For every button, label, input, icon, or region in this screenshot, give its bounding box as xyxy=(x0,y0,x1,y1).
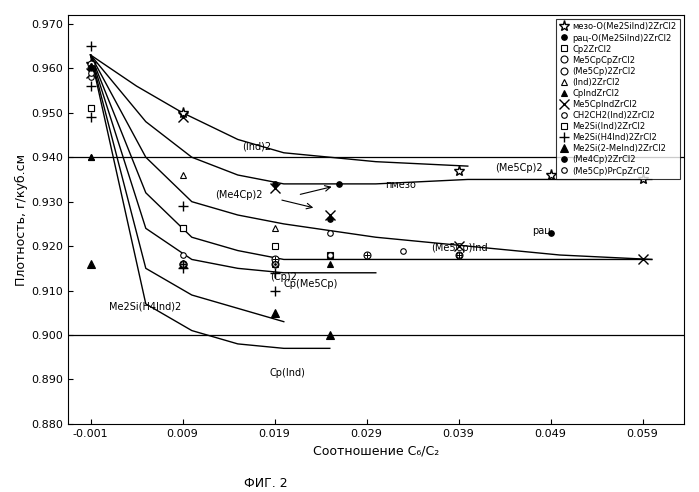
Legend: мезо-O(Me2SiInd)2ZrCl2, рац-O(Me2SiInd)2ZrCl2, Cp2ZrCl2, Me5CpCpZrCl2, (Me5Cp)2Z: мезо-O(Me2SiInd)2ZrCl2, рац-O(Me2SiInd)2… xyxy=(556,19,680,179)
Text: (Me4Cp)2: (Me4Cp)2 xyxy=(215,190,262,200)
Text: (Ind)2: (Ind)2 xyxy=(243,141,271,151)
Text: пмезо: пмезо xyxy=(385,180,416,190)
Text: (Me5Cp)2: (Me5Cp)2 xyxy=(496,163,543,173)
Text: Me2Si(H4Ind)2: Me2Si(H4Ind)2 xyxy=(109,301,181,311)
Text: Cp(Me5Cp): Cp(Me5Cp) xyxy=(284,279,338,289)
Text: рац: рац xyxy=(532,225,552,236)
Text: (Me5Cp)Ind: (Me5Cp)Ind xyxy=(431,244,488,253)
X-axis label: Соотношение C₆/C₂: Соотношение C₆/C₂ xyxy=(312,444,439,458)
Text: Cp(Ind): Cp(Ind) xyxy=(270,368,306,378)
Text: (Cp)2: (Cp)2 xyxy=(270,272,297,282)
Y-axis label: Плотность, г/куб.см: Плотность, г/куб.см xyxy=(15,154,28,285)
Text: ФИГ. 2: ФИГ. 2 xyxy=(244,477,287,490)
